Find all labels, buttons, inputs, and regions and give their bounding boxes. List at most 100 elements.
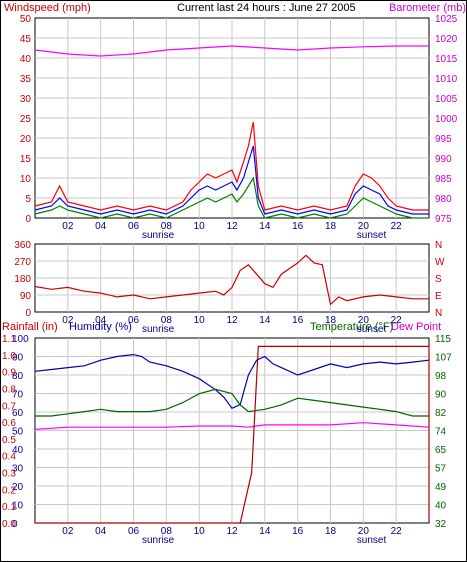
panel-1-left-tick-label: 30 xyxy=(20,94,32,105)
panel-1-right-tick-label: 1010 xyxy=(435,74,458,85)
panel-3-right-tick-label: 90 xyxy=(435,390,447,401)
series-wind-average-line xyxy=(34,145,429,215)
panel-2-right-tick-label: N xyxy=(435,240,442,251)
panel-3-sub-label-sunrise: sunrise xyxy=(142,535,175,546)
panel-1-left-tick-label: 35 xyxy=(20,74,32,85)
panel-2-x-tick-label: 10 xyxy=(194,315,206,326)
panel-2-x-tick-label: 16 xyxy=(292,315,304,326)
panel-3-x-tick-label: 16 xyxy=(292,526,304,537)
panel-3-x-tick-label: 20 xyxy=(358,526,370,537)
panel-1-x-tick-label: 08 xyxy=(161,221,173,232)
series-barometer-line xyxy=(34,45,429,57)
panel-1-right-tick-label: 980 xyxy=(435,194,452,205)
rain-tick-label: 0.1 xyxy=(2,502,16,513)
series-dew-point-line xyxy=(34,422,430,430)
panel-2-left-tick-label: 180 xyxy=(14,274,31,285)
panel-3-right-tick-label: 49 xyxy=(435,482,447,493)
panel-3-x-tick-label: 12 xyxy=(226,526,238,537)
panel-2-right-tick-label: E xyxy=(435,291,442,302)
panel-1-x-tick-label: 12 xyxy=(226,221,238,232)
panel-3-right-tick-label: 57 xyxy=(435,464,447,475)
series-wind-direction-line xyxy=(34,254,429,306)
panel-1-right-tick-label: 1005 xyxy=(435,94,458,105)
panel-2-x-tick-label: 20 xyxy=(358,315,370,326)
panel-3-left-tick-label: 70 xyxy=(12,390,24,401)
panel-3-left-tick-label: 90 xyxy=(12,353,24,364)
panel-3-left-tick-label: 60 xyxy=(12,408,24,419)
panel-1-right-tick-label: 995 xyxy=(435,134,452,145)
panel-1-x-tick-label: 10 xyxy=(194,221,206,232)
panel-3-right-tick-label: 32 xyxy=(435,519,447,530)
panel-1-left-tick-label: 20 xyxy=(20,134,32,145)
panel-3-x-tick-label: 08 xyxy=(161,526,173,537)
series-rainfall-line xyxy=(35,345,430,524)
panel-2-right-tick-label: S xyxy=(435,274,442,285)
panel-2-left-tick-label: 0 xyxy=(25,308,31,319)
panel-2-sub-label-sunrise: sunrise xyxy=(142,324,175,335)
panel-3-right-tick-label: 40 xyxy=(435,501,447,512)
rain-tick-label: 0.5 xyxy=(2,435,16,446)
panel-2-right-tick-label: W xyxy=(435,257,445,268)
panel-3-left-tick-label: 40 xyxy=(12,445,24,456)
panel-1-sub-label-sunset: sunset xyxy=(357,230,387,241)
chart-title: Current last 24 hours : June 27 2005 xyxy=(177,2,356,14)
panel-1-left-tick-label: 5 xyxy=(25,194,31,205)
panel-3-right-tick-label: 82 xyxy=(435,408,447,419)
panel-1-right-tick-label: 1015 xyxy=(435,54,458,65)
panel-1-right-tick-label: 975 xyxy=(435,214,452,225)
rain-tick-label: 0.4 xyxy=(2,452,16,463)
panel-1-left-tick-label: 40 xyxy=(20,54,32,65)
panel-3-x-tick-label: 22 xyxy=(391,526,403,537)
panel-1-right-tick-label: 1025 xyxy=(435,14,458,25)
series-humidity-line xyxy=(34,353,430,410)
panel-3-left-tick-label: 80 xyxy=(12,371,24,382)
panel-3-sub-label-sunset: sunset xyxy=(357,535,387,546)
panel-2-right-tick-label: N xyxy=(435,308,442,319)
panel-2-left-tick-label: 270 xyxy=(14,257,31,268)
rain-tick-label: 0.6 xyxy=(2,418,16,429)
panel-3-right-tick-label: 115 xyxy=(435,334,451,345)
panel-3-left-tick-label: 30 xyxy=(12,464,24,475)
panel-2-left-tick-label: 360 xyxy=(14,240,31,251)
panel-3-left-tick-label: 10 xyxy=(12,501,24,512)
rain-tick-label: 0.0 xyxy=(2,519,16,530)
rain-tick-label: 0.2 xyxy=(2,485,16,496)
panel-1-x-tick-label: 14 xyxy=(259,221,271,232)
panel-1-x-tick-label: 16 xyxy=(292,221,304,232)
series-windspeed-line xyxy=(34,121,429,211)
panel-2-x-tick-label: 02 xyxy=(62,315,74,326)
rainfall-axis-title: Rainfall (in) xyxy=(2,321,58,333)
panel-1-left-tick-label: 0 xyxy=(25,214,31,225)
windspeed-axis-title: Windspeed (mph) xyxy=(4,2,91,14)
panel-1-x-tick-label: 04 xyxy=(95,221,107,232)
series-temperature-line xyxy=(35,388,429,417)
panel-2-x-tick-label: 06 xyxy=(128,315,140,326)
panel-3-left-tick-label: 100 xyxy=(12,334,29,345)
panel-1-sub-label-sunrise: sunrise xyxy=(142,230,175,241)
panel-3-x-tick-label: 14 xyxy=(259,526,271,537)
panel-3-right-tick-label: 107 xyxy=(435,353,452,364)
panel-2-x-tick-label: 22 xyxy=(391,315,403,326)
panel-1-left-tick-label: 50 xyxy=(20,14,32,25)
panel-3-x-tick-label: 10 xyxy=(194,526,206,537)
panel-3-right-tick-label: 65 xyxy=(435,445,447,456)
panel-2-left-tick-label: 90 xyxy=(20,291,32,302)
humidity-axis-title: Humidity (%) xyxy=(69,321,132,333)
panel-1-right-tick-label: 990 xyxy=(435,154,452,165)
panel-3-left-tick-label: 0 xyxy=(12,519,18,530)
panel-2-x-tick-label: 14 xyxy=(259,315,271,326)
temperature-axis-title: Temperature (°F) xyxy=(310,321,393,333)
panel-1-left-tick-label: 15 xyxy=(20,154,32,165)
rain-tick-label: 0.9 xyxy=(2,368,16,379)
panel-2-x-tick-label: 12 xyxy=(226,315,238,326)
dewpoint-axis-title: Dew Point xyxy=(391,321,441,333)
rain-tick-label: 0.7 xyxy=(2,401,16,412)
rain-tick-label: 0.8 xyxy=(2,384,16,395)
panel-3-right-tick-label: 74 xyxy=(435,427,447,438)
panel-3-x-tick-label: 04 xyxy=(95,526,107,537)
panel-1-x-tick-label: 20 xyxy=(358,221,370,232)
panel-1-left-tick-label: 10 xyxy=(20,174,32,185)
panel-1-right-tick-label: 1020 xyxy=(435,34,458,45)
